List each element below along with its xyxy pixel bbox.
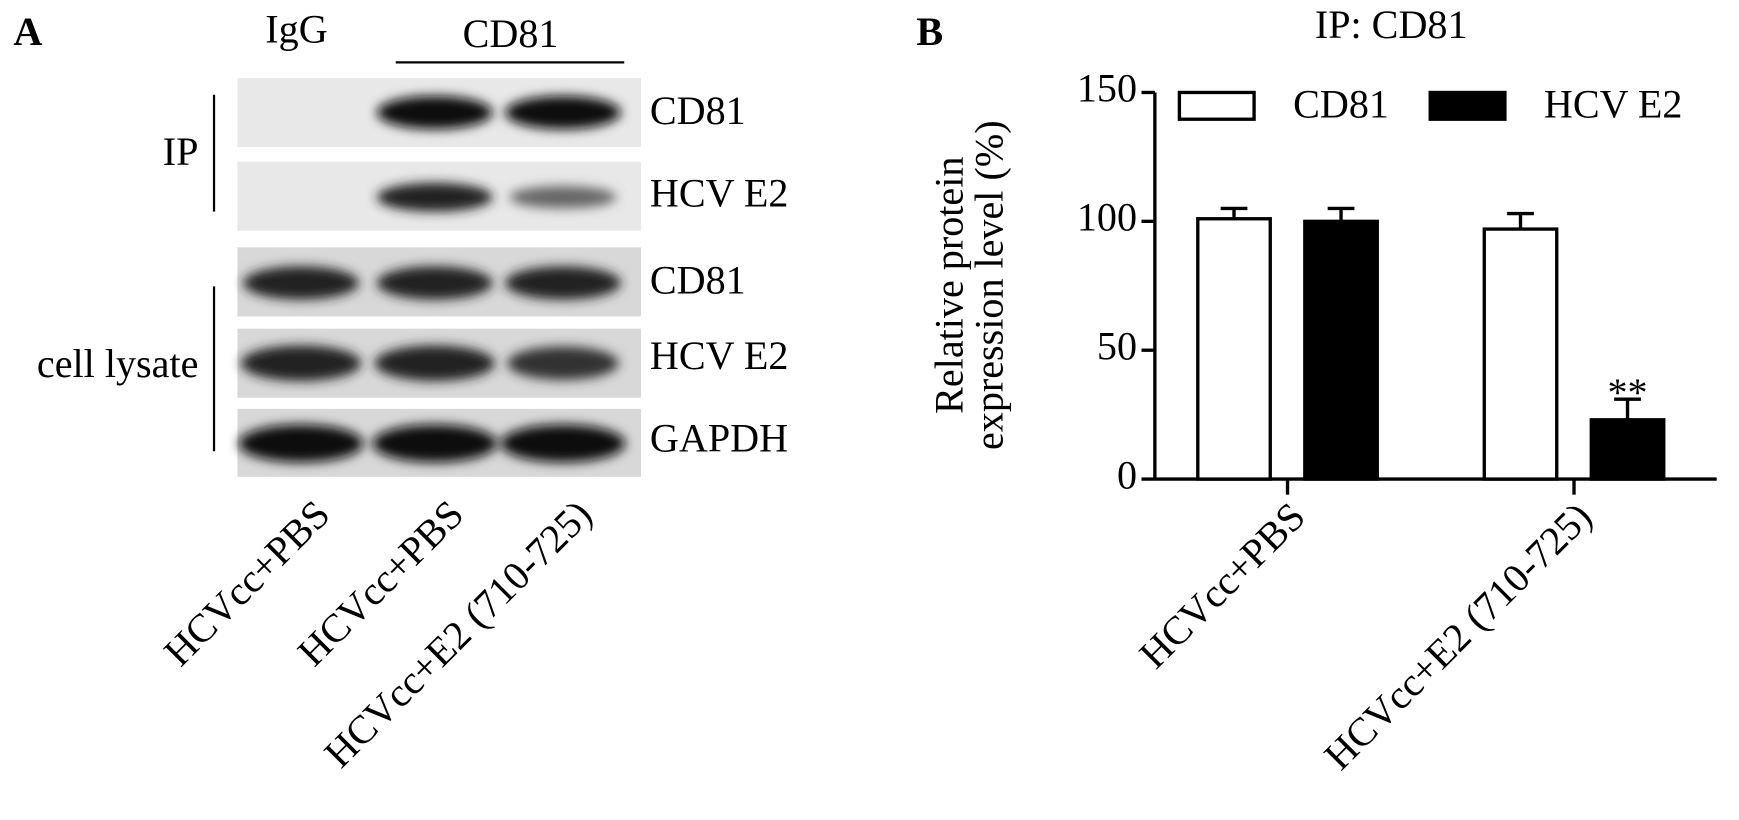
bar [1589,418,1666,481]
row-label: HCV E2 [650,170,789,215]
bar [1482,227,1559,481]
bar [1303,219,1379,481]
panel-label: B [916,9,943,54]
row-label: HCV E2 [650,333,789,378]
y-axis-label: Relative protein [926,157,971,414]
row-label: CD81 [650,257,746,302]
band [507,346,619,380]
error-bar [1220,206,1248,219]
y-tick-label: 150 [1077,66,1137,111]
lane-header: IgG [265,7,327,52]
group-label: cell lysate [37,341,199,386]
band [376,95,493,130]
x-tick-label: HCVcc+E2 (710-725) [1315,494,1600,779]
blot [237,77,641,477]
legend-swatch [1177,90,1256,121]
annotation: ** [1607,370,1647,415]
lane-header: CD81 [463,11,559,56]
band [500,424,626,463]
band [509,186,617,209]
band [240,345,362,382]
row-label: CD81 [650,88,746,133]
band [243,266,359,300]
error-bar [1507,211,1534,230]
x-tick-label: HCVcc+PBS [1130,494,1313,677]
y-tick-label: 100 [1077,195,1137,240]
y-axis-label: expression level (%) [966,120,1011,450]
error-bar [1614,397,1641,420]
error-bar [1327,206,1355,222]
legend-swatch [1428,90,1507,121]
band [376,182,493,212]
legend-label: HCV E2 [1544,81,1683,126]
group-label: IP [163,129,199,174]
band [238,424,364,463]
panel-a: A IgG CD81 IP cell lysate [13,7,788,777]
chart-title: IP: CD81 [1315,2,1468,47]
row-label: GAPDH [650,416,788,461]
band [504,95,621,130]
y-tick-label: 50 [1097,323,1137,368]
band [372,424,498,463]
band [376,266,493,300]
y-tick-label: 0 [1117,452,1137,497]
panel-label: A [13,9,42,54]
legend-label: CD81 [1293,81,1389,126]
band [504,266,621,300]
band [374,345,495,382]
bar [1196,217,1272,481]
